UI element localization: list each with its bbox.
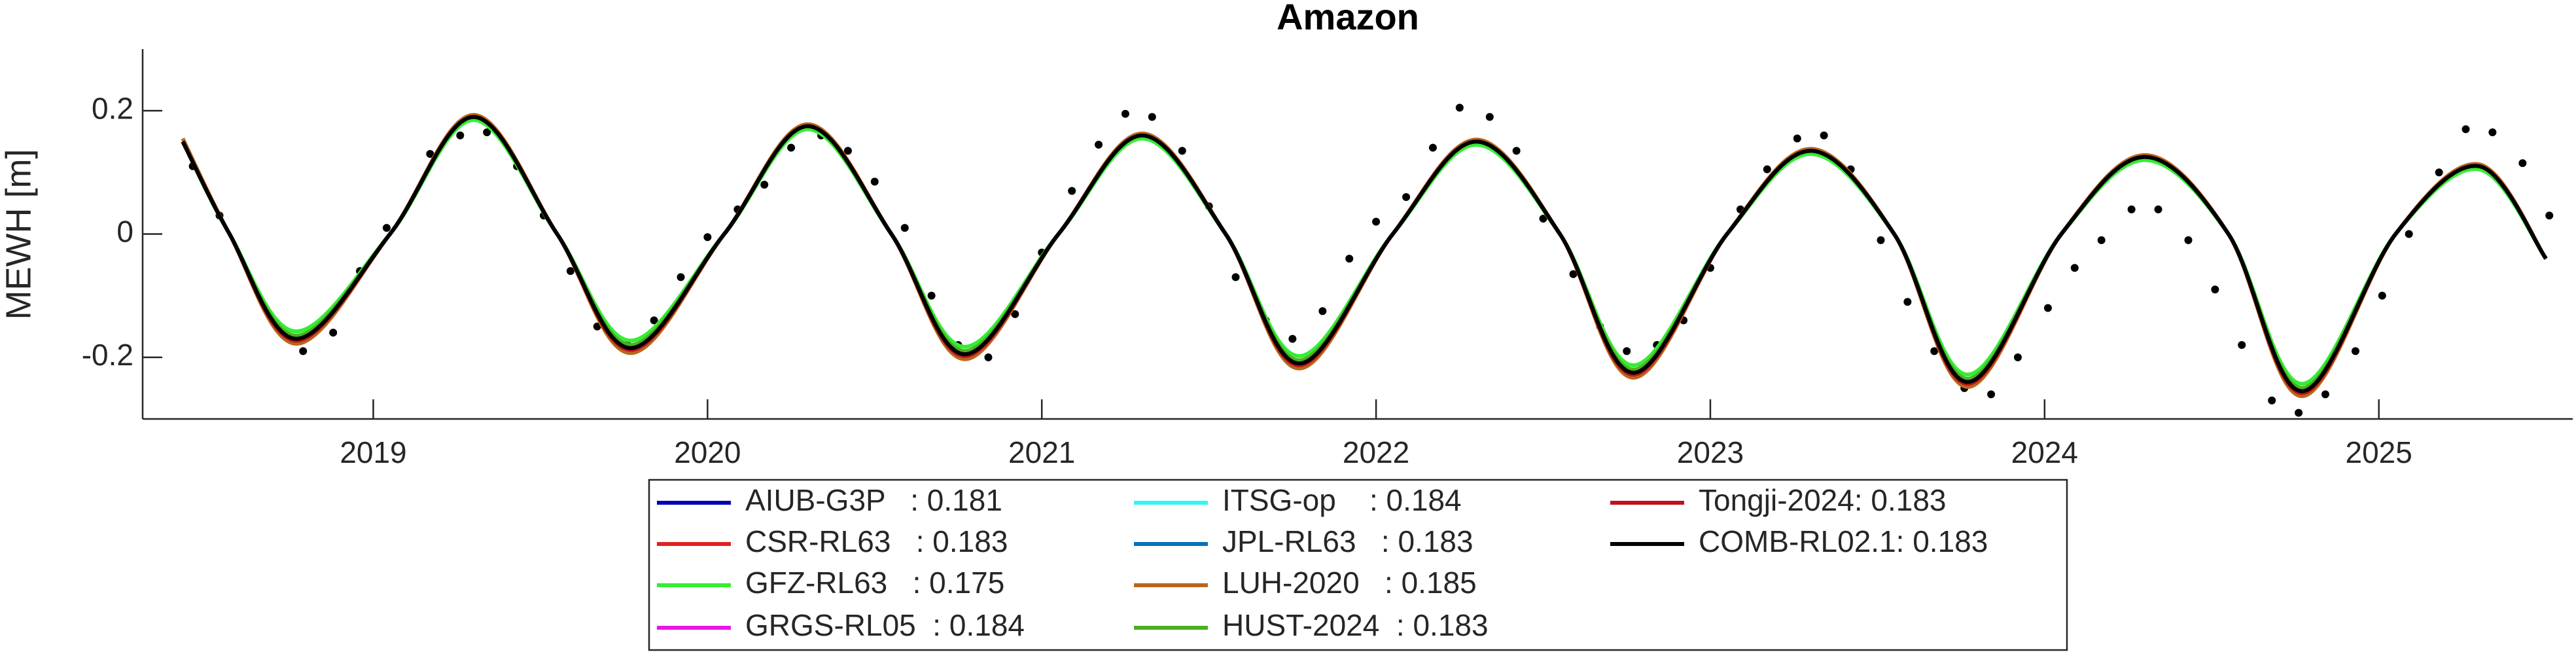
observation-dot [984,353,993,361]
observation-dot [1820,131,1828,139]
observation-dot [1178,147,1186,155]
x-tick-label: 2019 [340,435,406,469]
observation-dot [787,143,796,152]
observation-dot [2043,304,2052,312]
observation-dot [1095,140,1103,149]
y-tick-label: 0 [116,215,133,249]
observation-dot [593,322,601,331]
observation-dot [1485,113,1494,121]
y-axis-label: MEWH [m] [0,149,38,320]
legend-label: AIUB-G3P : 0.181 [745,483,1002,517]
observation-dot [2127,205,2136,213]
observation-dot [1455,103,1464,112]
x-tick-label: 2023 [1677,435,1744,469]
chart-title: Amazon [1277,0,1419,37]
observation-dot [1763,165,1771,173]
observation-dot [1011,310,1019,318]
observation-dot [1569,270,1578,278]
observation-dot [1288,335,1297,343]
series-line [181,113,2548,397]
observation-dot [2154,205,2162,213]
plot-area: -0.2 0 0.2 2019 2020 2021 2022 2023 2024 2025 [82,49,2573,469]
observation-dot [1231,273,1240,281]
legend-label: CSR-RL63 : 0.183 [745,524,1008,558]
observation-dot [382,224,391,232]
observation-dot [703,233,712,242]
observation-dot [1345,255,1354,263]
x-tick-label: 2020 [674,435,741,469]
observation-dot [1428,143,1437,152]
observation-dot [2184,236,2193,244]
x-tick-label: 2021 [1008,435,1075,469]
observation-dot [2070,264,2079,272]
observation-dot [2435,168,2443,177]
observation-dot [1372,217,1381,226]
x-tick-label: 2022 [1343,435,1409,469]
observation-dot [2013,353,2022,361]
series-line [181,113,2548,393]
observation-dot [870,177,879,186]
series-line [181,118,2548,386]
legend-label: GFZ-RL63 : 0.175 [745,566,1004,600]
x-tick-label: 2024 [2011,435,2078,469]
observation-dot [2378,291,2386,300]
y-tick-label: -0.2 [82,338,133,372]
series-line [181,115,2548,393]
observation-dot [2211,285,2219,294]
observation-dot [760,181,769,189]
series-line [181,115,2548,393]
observation-dot [483,128,491,137]
observation-dot [299,347,308,355]
observation-dot [426,150,434,158]
series-line [181,115,2548,395]
observation-dot [2238,341,2246,349]
observation-dot [650,316,658,325]
observation-dot [900,224,909,232]
observation-dot [2351,347,2359,355]
legend-label: ITSG-op : 0.184 [1222,483,1462,517]
observation-dot [2545,211,2554,220]
observation-dot [1987,390,1996,399]
legend-box [648,479,2068,651]
observation-dot [329,329,338,337]
series-line [181,115,2548,393]
observation-dot [1903,298,1912,306]
observation-dot [1793,134,1801,143]
observation-dot [2461,125,2470,134]
legend-label: COMB-RL02.1: 0.183 [1699,524,1988,558]
observation-dot [1877,236,1885,244]
legend-label: JPL-RL63 : 0.183 [1222,524,1473,558]
observation-dot [2295,408,2303,417]
legend-label: LUH-2020 : 0.185 [1222,566,1477,600]
legend-label: HUST-2024 : 0.183 [1222,608,1489,642]
observation-dot [1068,187,1076,195]
x-tick-label: 2025 [2346,435,2412,469]
observation-dot [843,147,852,155]
legend-label: Tongji-2024: 0.183 [1699,483,1947,517]
observation-dot [677,273,685,281]
observation-dot [2321,390,2329,399]
observation-dot [2097,236,2106,244]
observation-dot [1930,347,1939,355]
series-line [181,115,2548,390]
observation-dot [1539,214,1547,223]
observation-dot [1318,307,1327,316]
observation-dot [1512,147,1521,155]
observation-dot [2518,159,2527,168]
observation-dot [456,131,465,139]
observation-dot [1402,193,1411,201]
observation-dot [1623,347,1631,355]
observation-dot [1121,109,1129,118]
series-line [181,113,2548,399]
observation-dot [1148,113,1156,121]
observation-dot [927,291,936,300]
series-line [181,115,2548,393]
legend-label: GRGS-RL05 : 0.184 [745,608,1025,642]
observation-dot [2268,396,2276,405]
y-tick-label: 0.2 [92,91,133,125]
observation-dot [566,267,574,275]
observation-dot [2405,230,2413,238]
observation-dot [2488,128,2497,137]
